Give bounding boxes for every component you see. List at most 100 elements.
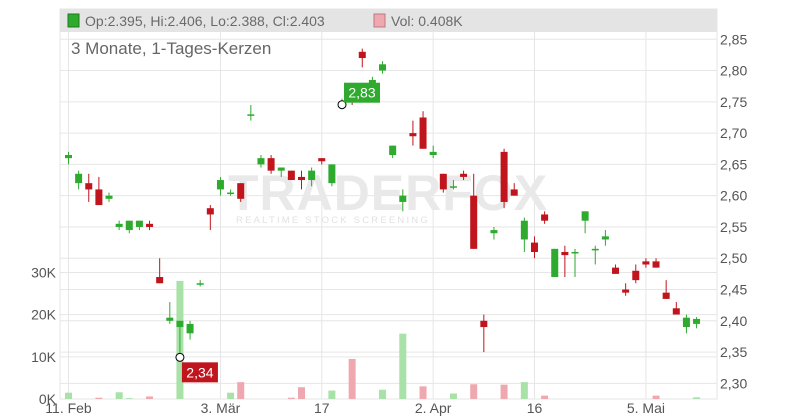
candle-body — [591, 248, 599, 251]
price-tick-label: 2,40 — [720, 313, 747, 329]
volume-bar — [287, 397, 295, 399]
price-tick-label: 2,50 — [720, 250, 747, 266]
volume-bar — [297, 387, 305, 399]
candle-body — [115, 223, 123, 227]
price-tick-label: 2,85 — [720, 31, 747, 47]
candle-body — [439, 173, 447, 190]
volume-bar — [237, 382, 245, 399]
candle-body — [95, 189, 103, 206]
candle-body — [176, 320, 184, 328]
candle-body — [632, 270, 640, 281]
candles — [65, 48, 701, 359]
candle-body — [389, 145, 397, 156]
candle-body — [429, 151, 437, 156]
candle-body — [105, 195, 113, 199]
candle-body — [551, 248, 559, 278]
volume-bar — [227, 392, 235, 399]
volume-bar — [65, 392, 72, 399]
price-tick-label: 2,30 — [720, 375, 747, 391]
volume-bar — [520, 382, 528, 399]
volume-tick-label: 10K — [31, 349, 57, 365]
candle-body — [622, 289, 630, 293]
candle-body — [601, 236, 609, 240]
date-tick-label: 16 — [527, 400, 543, 416]
ohlc-readout: Op:2.395, Hi:2.406, Lo:2.388, Cl:2.403 — [85, 13, 325, 29]
candle-body — [581, 211, 589, 221]
candle-body — [125, 220, 133, 231]
date-tick-label: 17 — [314, 400, 330, 416]
volume-bar — [500, 384, 508, 399]
volume-axis: 30K 20K 10K 0K — [31, 265, 57, 407]
candle-body — [379, 64, 387, 71]
header-bar — [60, 9, 717, 32]
candle-body — [612, 267, 620, 274]
high-flag — [344, 82, 381, 103]
date-tick-label: 11. Feb — [45, 400, 92, 416]
candle-body — [470, 195, 478, 249]
volume-bar — [541, 395, 549, 399]
date-tick-label: 2. Apr — [415, 400, 452, 416]
candle-body — [490, 230, 498, 234]
volume-bar — [419, 386, 427, 399]
price-tick-label: 2,75 — [720, 94, 747, 110]
candle-body — [510, 189, 518, 196]
volume-bar — [379, 389, 387, 399]
volume-tick-label: 20K — [31, 307, 57, 323]
candle-body — [216, 180, 224, 190]
volume-bar — [125, 398, 133, 399]
volume-bar — [449, 393, 457, 399]
candle-body — [135, 220, 143, 227]
low-flag-label: 2,34 — [186, 364, 213, 380]
price-tick-label: 2,80 — [720, 63, 747, 79]
candle-body — [237, 183, 245, 199]
candle-body — [146, 223, 154, 227]
annotations: 2,83 2,34 — [175, 82, 381, 383]
volume-bar — [399, 333, 407, 399]
candle-body — [368, 79, 376, 84]
candle-body — [541, 214, 549, 221]
candle-body — [65, 155, 72, 159]
volume-legend-swatch — [373, 13, 386, 28]
candle-body — [693, 318, 701, 324]
low-marker — [175, 352, 185, 362]
candle-body — [75, 173, 83, 184]
volume-bar — [115, 392, 123, 399]
candle-body — [449, 186, 457, 188]
candle-body — [156, 277, 164, 284]
candle-body — [662, 292, 670, 299]
volume-bar — [348, 358, 356, 399]
candle-body — [480, 320, 488, 328]
candle-body — [520, 220, 528, 240]
volume-bar — [693, 397, 701, 399]
candle-body — [500, 151, 508, 202]
ohlc-legend-swatch — [67, 13, 80, 28]
price-tick-label: 2,35 — [720, 344, 747, 360]
candle-body — [682, 317, 690, 328]
chart-subtitle: 3 Monate, 1-Tages-Kerzen — [71, 39, 271, 58]
price-tick-label: 2,60 — [720, 188, 747, 204]
high-flag-label: 2,83 — [348, 85, 375, 101]
low-flag — [181, 362, 218, 383]
volume-bar — [470, 384, 478, 399]
candle-body — [672, 308, 680, 315]
candle-body — [399, 195, 407, 202]
candle-body — [166, 317, 174, 321]
candle-body — [460, 173, 468, 177]
candle-body — [227, 192, 235, 195]
candle-body — [206, 208, 214, 215]
price-tick-label: 2,70 — [720, 125, 747, 141]
date-tick-label: 5. Mai — [627, 400, 665, 416]
volume-bars — [65, 280, 701, 399]
candle-body — [85, 183, 93, 190]
price-tick-label: 2,45 — [720, 282, 747, 298]
price-tick-label: 2,55 — [720, 219, 747, 235]
price-tick-label: 2,65 — [720, 156, 747, 172]
candle-body — [267, 158, 275, 171]
volume-bar — [652, 395, 660, 399]
candle-body — [308, 170, 316, 181]
candle-body — [652, 261, 660, 268]
candle-body — [186, 323, 194, 334]
candle-body — [409, 133, 417, 137]
watermark-logo: TRADERFOX — [228, 165, 548, 221]
